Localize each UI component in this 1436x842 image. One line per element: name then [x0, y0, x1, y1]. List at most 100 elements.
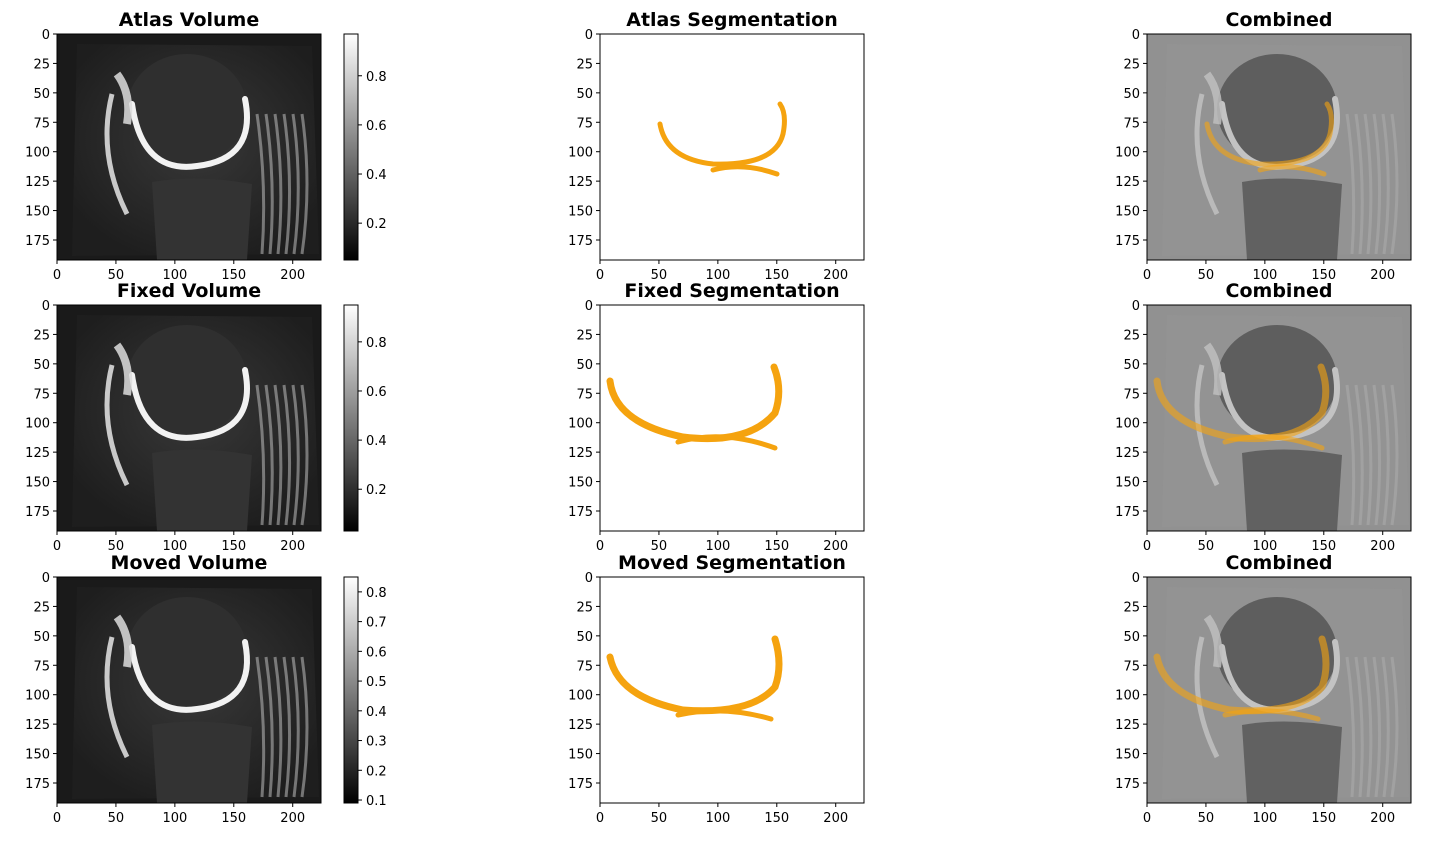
segmentation-mask — [1204, 101, 1334, 177]
y-tick-label: 50 — [33, 87, 50, 102]
x-tick-label: 0 — [53, 811, 61, 826]
y-tick-label: 0 — [42, 571, 50, 586]
y-tick-label: 125 — [1115, 446, 1140, 461]
y-tick-label: 175 — [1115, 234, 1140, 249]
axis-ticks: 0 50 100 150 200 0 25 50 75 100 125 150 175 — [568, 28, 848, 283]
colorbar-tick-label: 0.4 — [366, 168, 387, 183]
x-tick-label: 150 — [221, 268, 246, 283]
segmentation-axes-frame — [599, 304, 865, 532]
y-tick-label: 175 — [25, 234, 50, 249]
axis-ticks: 0 50 100 150 200 0 25 50 75 100 125 150 175 — [25, 299, 305, 554]
y-tick-label: 50 — [576, 358, 593, 373]
y-tick-label: 0 — [42, 28, 50, 43]
colorbar: 0.2 0.4 0.6 0.8 — [343, 33, 387, 261]
colorbar-tick-label: 0.3 — [366, 735, 387, 750]
y-tick-label: 25 — [1123, 328, 1140, 343]
x-tick-label: 50 — [1198, 811, 1215, 826]
y-tick-label: 0 — [585, 571, 593, 586]
x-tick-label: 200 — [1370, 268, 1395, 283]
y-tick-label: 150 — [1115, 476, 1140, 491]
y-tick-label: 25 — [33, 600, 50, 615]
x-tick-label: 50 — [1198, 539, 1215, 554]
x-tick-label: 200 — [823, 539, 848, 554]
volume-axes-frame — [56, 304, 322, 532]
segmentation-mask — [657, 101, 787, 177]
x-tick-label: 0 — [596, 539, 604, 554]
x-tick-label: 50 — [1198, 268, 1215, 283]
y-tick-label: 25 — [33, 57, 50, 72]
y-tick-label: 100 — [568, 689, 593, 704]
y-tick-label: 100 — [1115, 417, 1140, 432]
y-tick-label: 0 — [42, 299, 50, 314]
y-tick-label: 100 — [1115, 146, 1140, 161]
colorbar-tick-label: 0.6 — [366, 645, 387, 660]
x-tick-label: 150 — [1311, 811, 1336, 826]
volume-title: Moved Volume — [111, 552, 268, 574]
y-tick-label: 100 — [1115, 689, 1140, 704]
y-tick-label: 125 — [1115, 718, 1140, 733]
segmentation-title: Moved Segmentation — [618, 552, 846, 574]
mri-slice-image — [1147, 577, 1411, 803]
mri-slice-image — [57, 577, 321, 803]
colorbar-tick-label: 0.4 — [366, 434, 387, 449]
colorbar-tick-label: 0.7 — [366, 616, 387, 631]
y-tick-label: 150 — [1115, 205, 1140, 220]
y-tick-label: 0 — [1132, 299, 1140, 314]
segmentation-title: Fixed Segmentation — [624, 280, 839, 302]
axis-ticks: 0 50 100 150 200 0 25 50 75 100 125 150 175 — [1115, 571, 1395, 826]
x-tick-label: 50 — [651, 268, 668, 283]
x-tick-label: 100 — [162, 539, 187, 554]
segmentation-mask — [606, 363, 783, 451]
y-tick-label: 125 — [25, 175, 50, 190]
y-tick-label: 75 — [33, 659, 50, 674]
x-tick-label: 200 — [1370, 811, 1395, 826]
axis-ticks: 0 50 100 150 200 0 25 50 75 100 125 150 175 — [568, 299, 848, 554]
colorbar-tick-label: 0.6 — [366, 119, 387, 134]
y-tick-label: 150 — [25, 476, 50, 491]
x-tick-label: 150 — [221, 811, 246, 826]
axis-ticks: 0 50 100 150 200 0 25 50 75 100 125 150 175 — [568, 571, 848, 826]
y-tick-label: 125 — [25, 718, 50, 733]
segmentation-mask — [1153, 363, 1330, 451]
segmentation-mask — [606, 635, 783, 722]
y-tick-label: 75 — [1123, 659, 1140, 674]
y-tick-label: 125 — [568, 718, 593, 733]
axis-ticks: 0 50 100 150 200 0 25 50 75 100 125 150 175 — [1115, 299, 1395, 554]
colorbar-tick-label: 0.2 — [366, 217, 387, 232]
x-tick-label: 0 — [1143, 268, 1151, 283]
y-tick-label: 0 — [1132, 28, 1140, 43]
y-tick-label: 75 — [33, 116, 50, 131]
y-tick-label: 50 — [33, 358, 50, 373]
y-tick-label: 25 — [1123, 600, 1140, 615]
colorbar-tick-label: 0.6 — [366, 385, 387, 400]
colorbar-gradient — [343, 304, 359, 532]
x-tick-label: 0 — [1143, 811, 1151, 826]
colorbar-tick-label: 0.8 — [366, 586, 387, 601]
x-tick-label: 200 — [280, 811, 305, 826]
y-tick-label: 100 — [25, 146, 50, 161]
y-tick-label: 75 — [576, 387, 593, 402]
colorbar-tick-label: 0.5 — [366, 675, 387, 690]
combined-title: Combined — [1226, 280, 1333, 302]
segmentation-mask — [1153, 635, 1330, 722]
segmentation-background — [600, 34, 864, 260]
x-tick-label: 200 — [823, 811, 848, 826]
y-tick-label: 175 — [25, 505, 50, 520]
colorbar-gradient — [343, 576, 359, 804]
y-tick-label: 25 — [33, 328, 50, 343]
y-tick-label: 25 — [576, 57, 593, 72]
y-tick-label: 175 — [25, 777, 50, 792]
y-tick-label: 175 — [1115, 777, 1140, 792]
x-tick-label: 0 — [1143, 539, 1151, 554]
combined-title: Combined — [1226, 9, 1333, 31]
y-tick-label: 125 — [568, 446, 593, 461]
y-tick-label: 100 — [25, 689, 50, 704]
axis-ticks: 0 50 100 150 200 0 25 50 75 100 125 150 175 — [25, 28, 305, 283]
colorbar: 0.1 0.2 0.3 0.4 0.5 0.6 0.7 0.8 — [343, 576, 387, 809]
colorbar-tick-label: 0.1 — [366, 794, 387, 809]
y-tick-label: 75 — [1123, 387, 1140, 402]
y-tick-label: 50 — [33, 630, 50, 645]
x-tick-label: 200 — [280, 268, 305, 283]
x-tick-label: 50 — [108, 268, 125, 283]
